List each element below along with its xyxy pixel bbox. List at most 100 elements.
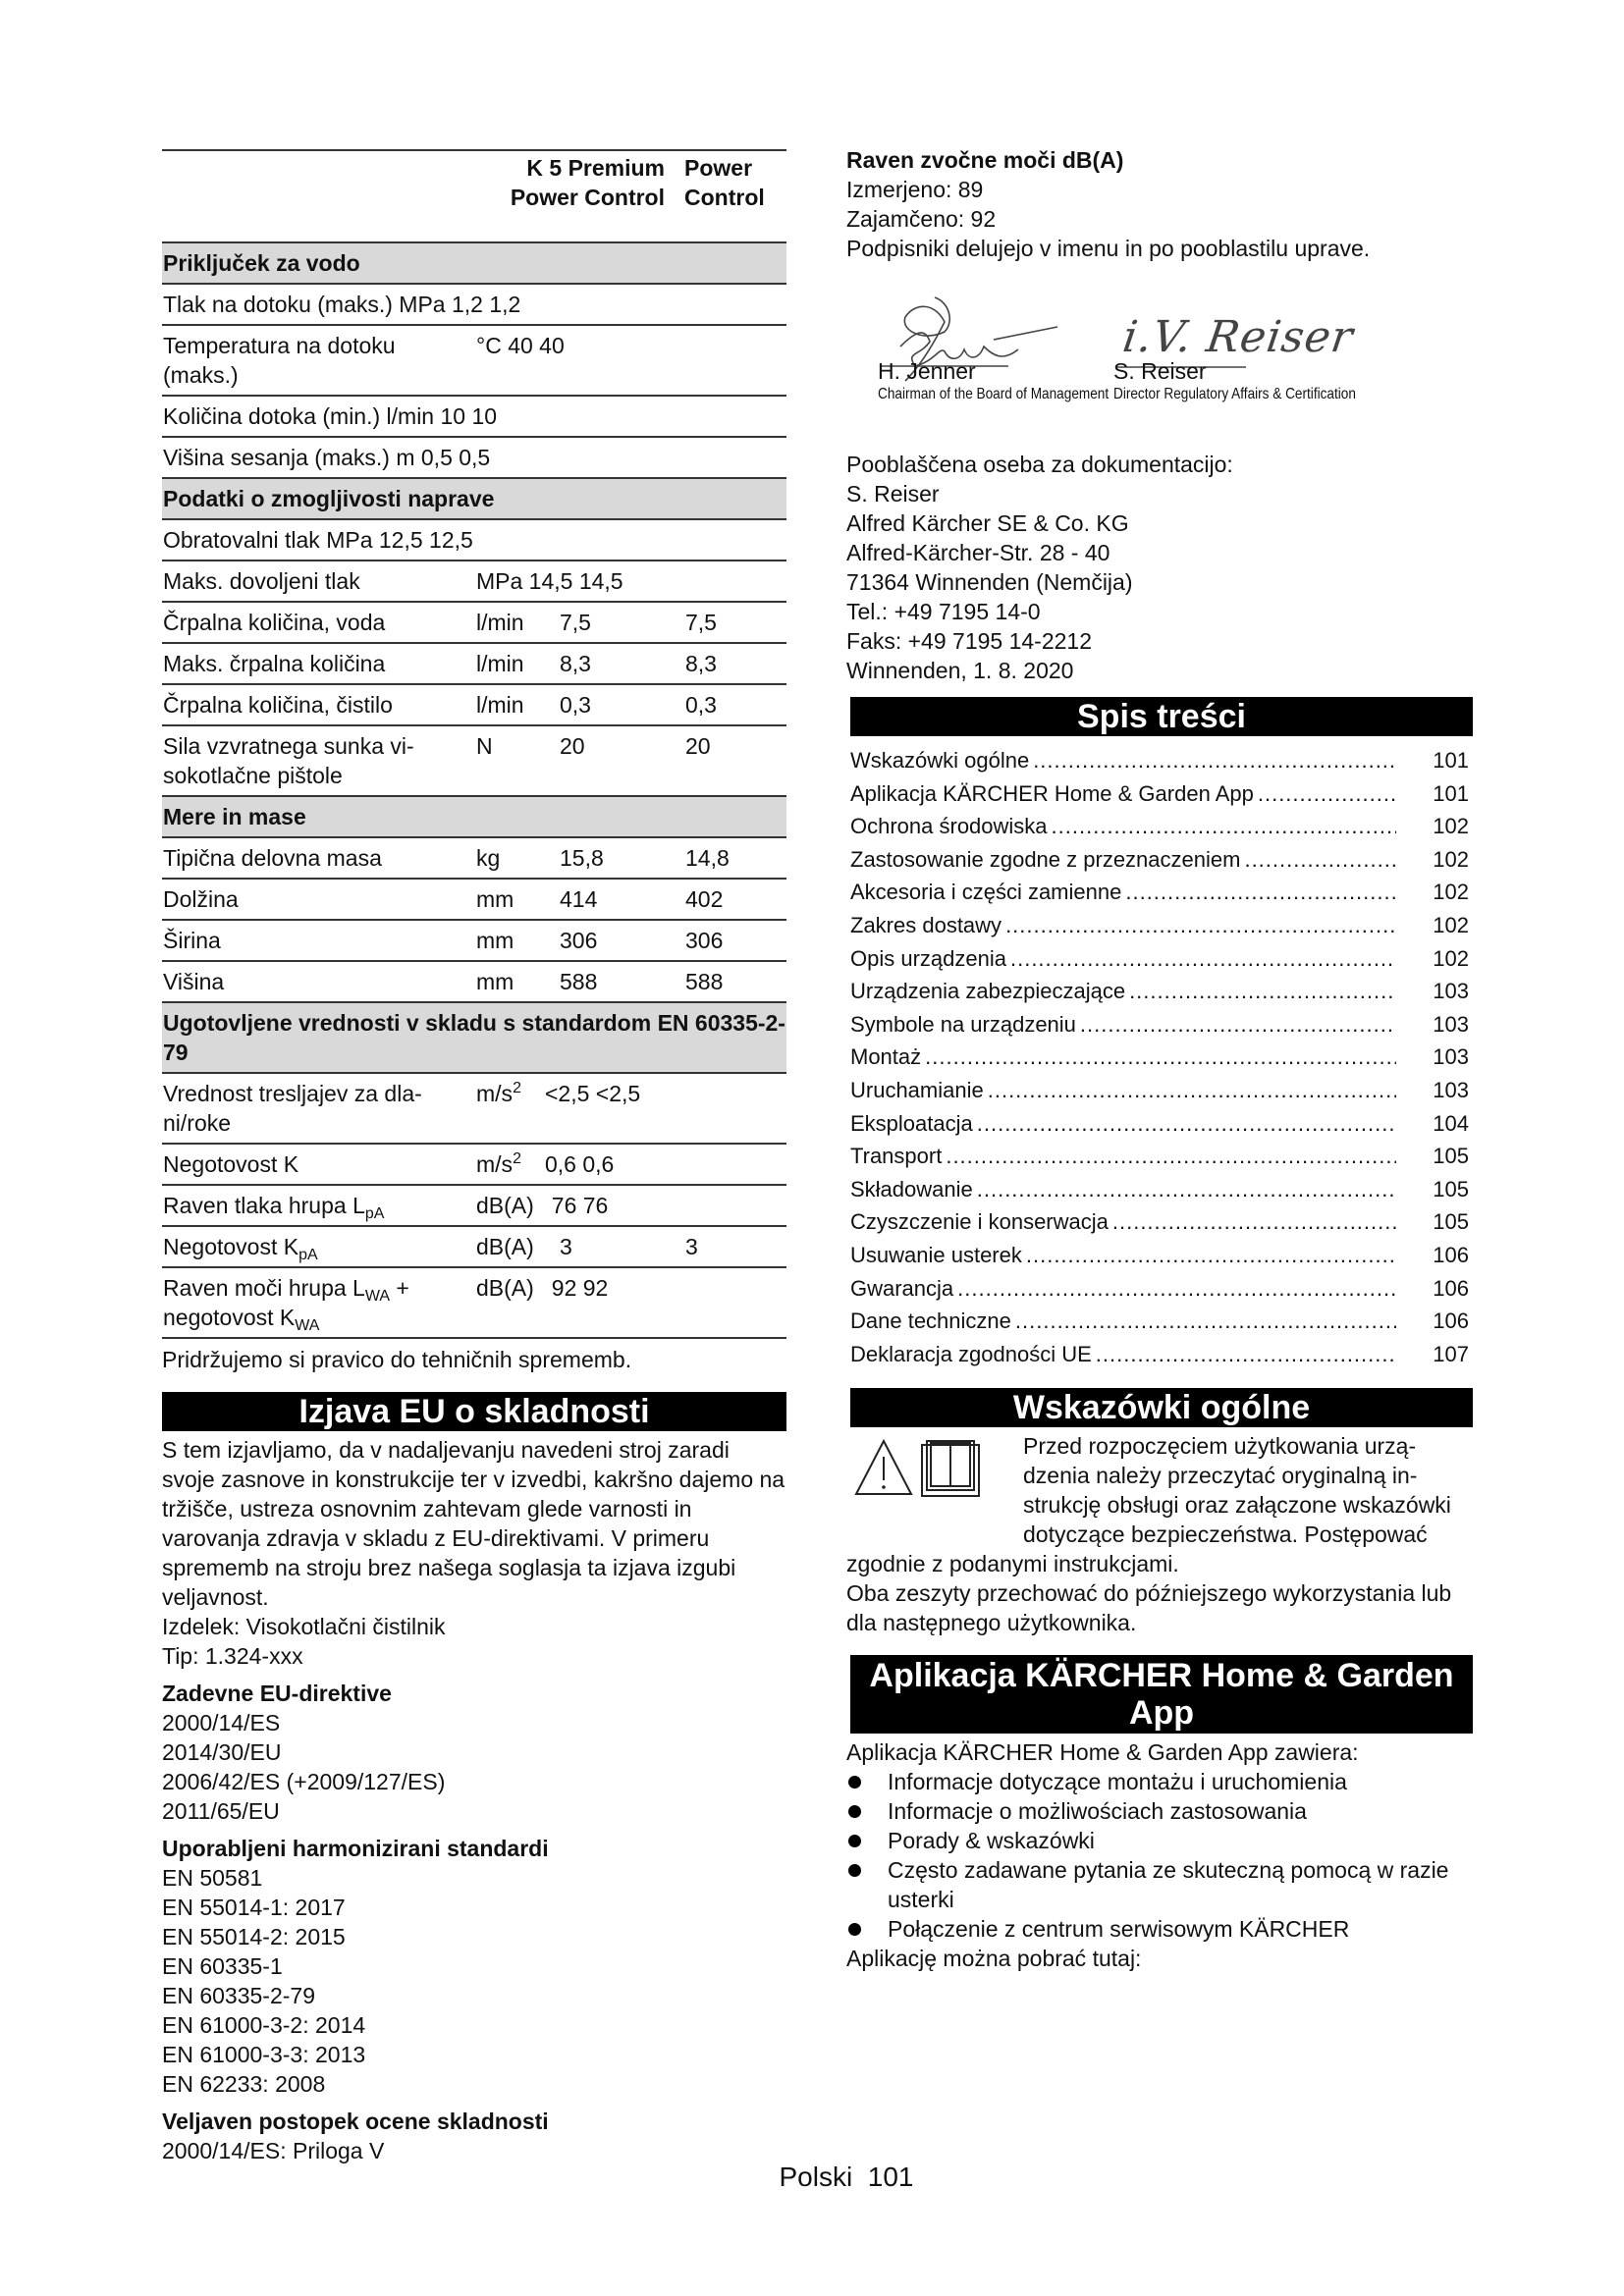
standard-item: EN 61000-3-2: 2014: [162, 2012, 366, 2038]
row-value-power-control: 3: [684, 1226, 786, 1268]
row-unit: kg: [475, 837, 559, 880]
row-value-k5-premium: 7,5: [559, 602, 684, 644]
toc-item-label: Uruchamianie: [850, 1077, 984, 1102]
toc-item[interactable]: Zakres dostawy 102: [850, 909, 1469, 942]
toc-item[interactable]: Czyszczenie i konserwacja 105: [850, 1205, 1469, 1239]
toc-item[interactable]: Opis urządzenia 102: [850, 942, 1469, 976]
table-row: Dolžina mm 414 402: [162, 879, 786, 921]
technical-data-table: K 5 Premium Power Control Power Control …: [162, 149, 786, 1339]
toc-item[interactable]: Montaż 103: [850, 1041, 1469, 1074]
signer-reiser: S. Reiser Director Regulatory Affairs & …: [1113, 356, 1398, 403]
standards-list: EN 50581 EN 55014-1: 2017 EN 55014-2: 2015…: [162, 1863, 786, 2099]
toc-leader-dots: [946, 1140, 1396, 1173]
toc-item[interactable]: Transport 105: [850, 1140, 1469, 1173]
general-notes-text: Przed rozpoczęciem użytkowania urzą­dzen…: [846, 1433, 1451, 1577]
toc-leader-dots: [957, 1272, 1396, 1306]
toc-item-label: Gwarancja: [850, 1275, 954, 1301]
toc-item[interactable]: Wskazówki ogólne 101: [850, 744, 1469, 777]
column-header-text: Power Control: [684, 155, 765, 210]
signatures-block: i.V. Reiser H. Jenner Chairman of the Bo…: [846, 263, 1473, 450]
superscript: 2: [513, 1150, 521, 1167]
row-unit: mm: [475, 879, 559, 921]
table-row: Temperatura na dotoku (maks.) °C 40 40: [162, 325, 786, 397]
row-text: Višina sesanja (maks.) m 0,5 0,5: [162, 437, 786, 479]
row-unit-values: MPa 14,5 14,5: [475, 561, 786, 603]
toc-section: Spis treści Wskazówki ogólne101Aplikacja…: [846, 697, 1473, 1370]
app-feature-item: Informacje dotyczące montażu i uruchomie…: [846, 1767, 1473, 1796]
toc-item[interactable]: Urządzenia zabezpieczające 103: [850, 975, 1469, 1008]
toc-item-label: Akcesoria i części zamienne: [850, 880, 1122, 905]
toc-leader-dots: [1096, 1338, 1396, 1371]
toc-item[interactable]: Składowanie 105: [850, 1173, 1469, 1206]
table-row: Količina dotoka (min.) l/min 10 10: [162, 396, 786, 438]
row-label: Višina: [162, 961, 475, 1003]
app-heading: Aplikacja KÄRCHER Home & Garden App: [850, 1655, 1473, 1735]
toc-item[interactable]: Ochrona środowiska 102: [850, 810, 1469, 843]
row-unit-values: °C 40 40: [475, 325, 786, 397]
row-label: Sila vzvratnega sunka vi­sokotlačne pišt…: [162, 725, 475, 797]
row-label: Črpalna količina, čistilo: [162, 684, 475, 726]
row-label: Črpalna količina, voda: [162, 602, 475, 644]
toc-item[interactable]: Gwarancja 106: [850, 1272, 1469, 1306]
sound-power-heading: Raven zvočne moči dB(A): [846, 147, 1124, 173]
row-value-power-control: 588: [684, 961, 786, 1003]
toc-item[interactable]: Dane techniczne 106: [850, 1305, 1469, 1338]
row-text: Tlak na dotoku (maks.) MPa 1,2 1,2: [162, 284, 786, 326]
row-value-k5-premium: 3: [559, 1226, 684, 1268]
standard-item: EN 61000-3-3: 2013: [162, 2042, 366, 2067]
app-download: Aplikację można pobrać tutaj:: [846, 1946, 1142, 1972]
toc-item[interactable]: Eksploatacja 104: [850, 1107, 1469, 1141]
toc-item[interactable]: Deklaracja zgodności UE 107: [850, 1338, 1469, 1371]
row-label: Negotovost K: [162, 1144, 475, 1186]
row-value-k5-premium: 15,8: [559, 837, 684, 880]
toc-item-page: 103: [1433, 1011, 1469, 1037]
directives-list: 2000/14/ES 2014/30/EU 2006/42/ES (+2009/12…: [162, 1708, 786, 1826]
toc-item[interactable]: Zastosowanie zgodne z przeznaczeniem 102: [850, 843, 1469, 877]
toc-item-label: Zakres dostawy: [850, 912, 1002, 937]
directive-item: 2000/14/ES: [162, 1710, 281, 1735]
app-intro: Aplikacja KÄRCHER Home & Garden App zawi…: [846, 1739, 1359, 1766]
table-row: Sila vzvratnega sunka vi­sokotlačne pišt…: [162, 725, 786, 797]
toc-item-label: Czyszczenie i konserwacja: [850, 1209, 1109, 1235]
toc-item-label: Montaż: [850, 1044, 922, 1070]
toc-item-label: Dane techniczne: [850, 1308, 1011, 1334]
procedure-text: 2000/14/ES: Priloga V: [162, 2138, 385, 2163]
toc-leader-dots: [977, 1107, 1396, 1141]
toc-item[interactable]: Usuwanie usterek 106: [850, 1239, 1469, 1272]
toc-item[interactable]: Uruchamianie 103: [850, 1074, 1469, 1107]
section-label: Ugotovljene vrednosti v skladu s standar…: [162, 1002, 786, 1074]
toc-item[interactable]: Aplikacja KÄRCHER Home & Garden App 101: [850, 777, 1469, 811]
toc-item-page: 102: [1433, 880, 1469, 905]
toc-leader-dots: [988, 1074, 1396, 1107]
warning-and-manual-icons: [854, 1439, 980, 1498]
toc-item-label: Urządzenia zabezpieczające: [850, 979, 1126, 1004]
row-unit: l/min: [475, 684, 559, 726]
contact-line: 71364 Winnenden (Nemčija): [846, 569, 1133, 595]
section-label: Priključek za vodo: [162, 242, 786, 285]
toc-leader-dots: [1010, 942, 1396, 976]
toc-item-page: 105: [1433, 1144, 1469, 1169]
subscript: WA: [295, 1317, 320, 1334]
table-row: Maks. dovoljeni tlak MPa 14,5 14,5: [162, 561, 786, 603]
table-row: Višina mm 588 588: [162, 961, 786, 1003]
row-unit-values: m/s2 0,6 0,6: [475, 1144, 786, 1186]
toc-item-page: 102: [1433, 814, 1469, 839]
table-section-row: Mere in mase: [162, 796, 786, 838]
signature-images: [882, 296, 1246, 382]
column-header-text: K 5 Premium Power Control: [510, 155, 665, 210]
toc-leader-dots: [1258, 777, 1396, 811]
left-column: K 5 Premium Power Control Power Control …: [162, 149, 786, 2165]
toc-item-label: Eksploatacja: [850, 1110, 973, 1136]
signature-jenner: [882, 296, 1058, 382]
toc-item[interactable]: Akcesoria i części zamienne 102: [850, 876, 1469, 909]
eu-declaration-heading: Izjava EU o skladnosti: [162, 1392, 786, 1431]
toc-item-label: Symbole na urządzeniu: [850, 1011, 1076, 1037]
toc-item-page: 102: [1433, 945, 1469, 971]
row-value-k5-premium: 414: [559, 879, 684, 921]
toc-item[interactable]: Symbole na urządzeniu 103: [850, 1008, 1469, 1041]
column-header-power-control: Power Control: [684, 150, 786, 243]
row-value-power-control: 20: [684, 725, 786, 797]
signers-note: Podpisniki delujejo v imenu in po poobla…: [846, 236, 1371, 261]
contact-line: Alfred-Kärcher-Str. 28 - 40: [846, 540, 1110, 565]
toc-leader-dots: [1244, 843, 1396, 877]
